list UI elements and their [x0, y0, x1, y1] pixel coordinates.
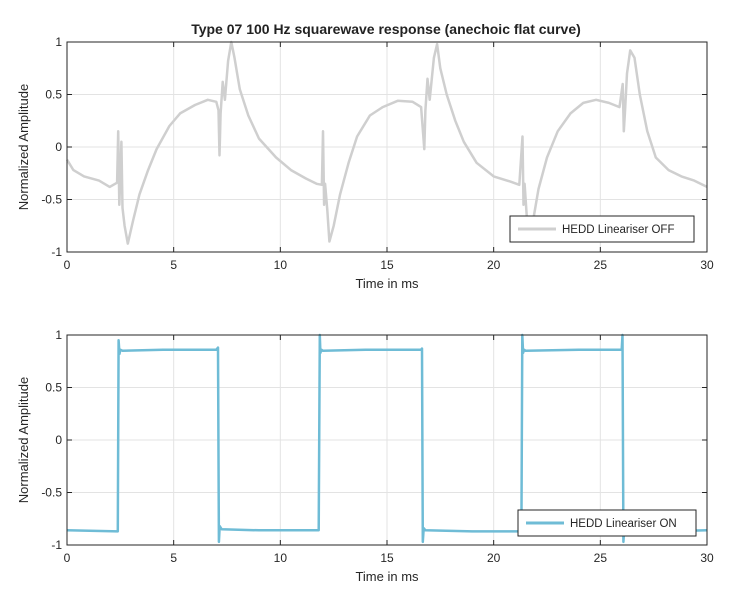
- x-tick-label: 30: [700, 258, 714, 272]
- y-tick-label: 1: [55, 35, 62, 49]
- x-tick-label: 20: [487, 258, 501, 272]
- x-tick-label: 0: [64, 258, 71, 272]
- legend-label-bottom: HEDD Lineariser ON: [570, 518, 677, 530]
- y-tick-label: -1: [51, 245, 62, 259]
- y-tick-label: 0.5: [45, 381, 62, 395]
- grid-top: [67, 42, 707, 252]
- x-tick-label: 0: [64, 551, 71, 565]
- y-tick-label: -0.5: [41, 486, 62, 500]
- y-tick-label: 0: [55, 433, 62, 447]
- x-axis-label-top: Time in ms: [355, 276, 419, 291]
- ticks-top: 0 5 10 15 20 25 30 -1 -0.5 0 0.5 1: [41, 35, 714, 272]
- y-axis-label-bottom: Normalized Amplitude: [16, 377, 31, 503]
- x-tick-label: 10: [274, 258, 288, 272]
- y-tick-label: -0.5: [41, 193, 62, 207]
- x-tick-label: 5: [170, 551, 177, 565]
- plot-bottom: 0 5 10 15 20 25 30 -1 -0.5 0 0.5 1 Time in ms Norma…: [16, 328, 714, 584]
- legend-label-top: HEDD Lineariser OFF: [562, 224, 674, 236]
- ticks-bottom: 0 5 10 15 20 25 30 -1 -0.5 0 0.5 1: [41, 328, 714, 565]
- x-tick-label: 25: [594, 551, 608, 565]
- legend-top: HEDD Lineariser OFF: [509, 215, 695, 243]
- legend-bottom: HEDD Lineariser ON: [517, 509, 697, 537]
- y-axis-label-top: Normalized Amplitude: [16, 84, 31, 210]
- x-tick-label: 20: [487, 551, 501, 565]
- x-tick-label: 5: [170, 258, 177, 272]
- y-tick-label: 1: [55, 328, 62, 342]
- series-group-top: [65, 40, 708, 245]
- x-tick-label: 15: [380, 551, 394, 565]
- y-tick-label: 0.5: [45, 88, 62, 102]
- plot-top: 0 5 10 15 20 25 30 -1 -0.5 0 0.5 1 Time in ms Norma…: [16, 35, 714, 291]
- grid-bottom: [67, 335, 707, 545]
- y-tick-label: 0: [55, 140, 62, 154]
- x-tick-label: 15: [380, 258, 394, 272]
- x-tick-label: 30: [700, 551, 714, 565]
- series-line-top: [65, 40, 708, 245]
- y-tick-label: -1: [51, 538, 62, 552]
- x-axis-label-bottom: Time in ms: [355, 569, 419, 584]
- figure-title: Type 07 100 Hz squarewave response (anec…: [191, 21, 581, 37]
- x-tick-label: 10: [274, 551, 288, 565]
- x-tick-label: 25: [594, 258, 608, 272]
- series-line-bottom: [66, 333, 708, 544]
- series-group-bottom: [66, 333, 708, 544]
